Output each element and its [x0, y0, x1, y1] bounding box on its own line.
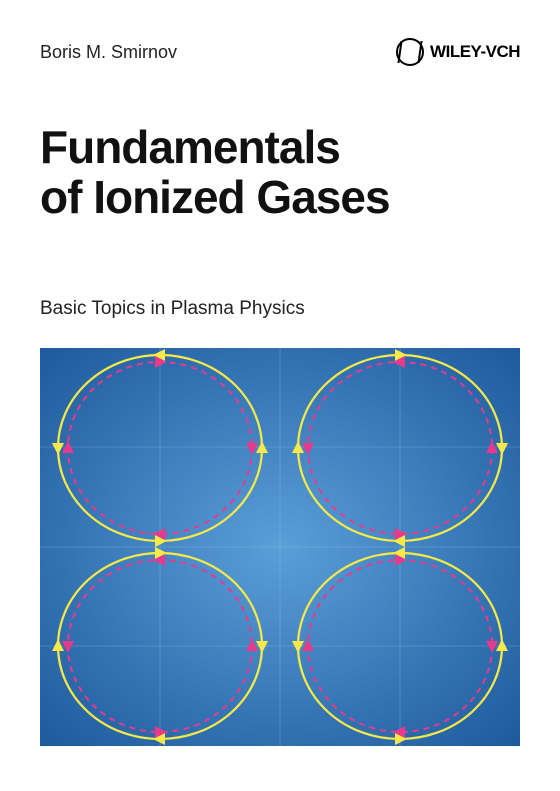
cover-diagram: [40, 348, 520, 746]
wiley-logo-icon: [396, 38, 424, 66]
book-subtitle: Basic Topics in Plasma Physics: [40, 298, 520, 320]
book-cover: Boris M. Smirnov WILEY-VCH Fundamentals …: [0, 0, 560, 791]
title-line-2: of Ionized Gases: [40, 171, 390, 223]
convection-cells-diagram: [40, 348, 520, 746]
book-title: Fundamentals of Ionized Gases: [40, 123, 520, 222]
title-line-1: Fundamentals: [40, 121, 340, 173]
publisher-name: WILEY-VCH: [430, 42, 520, 62]
publisher-logo: WILEY-VCH: [396, 38, 520, 66]
